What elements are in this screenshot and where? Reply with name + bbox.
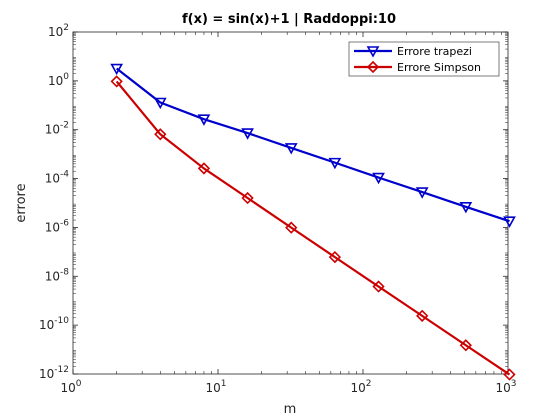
series-point-simpson: [154, 128, 167, 141]
series-point-simpson: [416, 309, 429, 322]
series-point-simpson: [372, 280, 385, 293]
legend-swatch-marker: [366, 60, 380, 74]
y-tick-label: 102: [48, 23, 69, 39]
x-tick-label: 102: [350, 379, 371, 395]
series-point-trapezi: [241, 128, 254, 140]
y-tick-label: 10-2: [45, 121, 69, 137]
x-tick-label: 101: [205, 379, 226, 395]
series-point-trapezi: [153, 97, 167, 110]
series-point-simpson: [459, 339, 472, 352]
series-point-trapezi: [284, 143, 298, 155]
series-point-trapezi: [459, 201, 473, 214]
y-tick-label: 10-8: [45, 267, 70, 283]
y-tick-label: 10-10: [39, 316, 69, 332]
series-point-trapezi: [328, 157, 342, 170]
axis-ticks: 100 101 102 103 10-12 10-10 10-8 10-6 10-4 10-2 10…: [39, 23, 516, 395]
legend: Errore trapezi Errore Simpson: [348, 41, 500, 77]
y-tick-label: 100: [48, 72, 69, 88]
x-tick-label: 100: [60, 379, 81, 395]
x-axis-title: m: [284, 402, 297, 417]
series-layer: [110, 63, 516, 381]
legend-swatch-marker: [366, 46, 380, 58]
y-tick-label: 10-12: [39, 365, 69, 381]
legend-entry-label: Errore trapezi: [397, 45, 472, 58]
y-tick-label: 10-4: [45, 170, 70, 186]
series-point-simpson: [285, 221, 298, 234]
series-point-trapezi: [503, 216, 516, 228]
series-line-simpson: [115, 80, 511, 376]
plot-area: [72, 31, 509, 375]
x-tick-label: 103: [495, 379, 516, 395]
series-point-simpson: [328, 250, 342, 264]
series-point-simpson: [110, 75, 123, 88]
series-line-trapezi: [115, 67, 510, 223]
series-point-trapezi: [110, 63, 124, 76]
series-point-trapezi: [197, 114, 211, 126]
series-point-simpson: [241, 191, 254, 205]
series-point-simpson: [197, 162, 211, 175]
y-tick-label: 10-6: [45, 218, 70, 234]
series-point-trapezi: [415, 187, 429, 199]
legend-entry-label: Errore Simpson: [397, 61, 481, 74]
y-axis-title: errore: [14, 183, 29, 222]
chart-title: f(x) = sin(x)+1 | Raddoppi:10: [182, 12, 396, 27]
series-point-simpson: [503, 368, 516, 381]
series-point-trapezi: [372, 172, 385, 185]
